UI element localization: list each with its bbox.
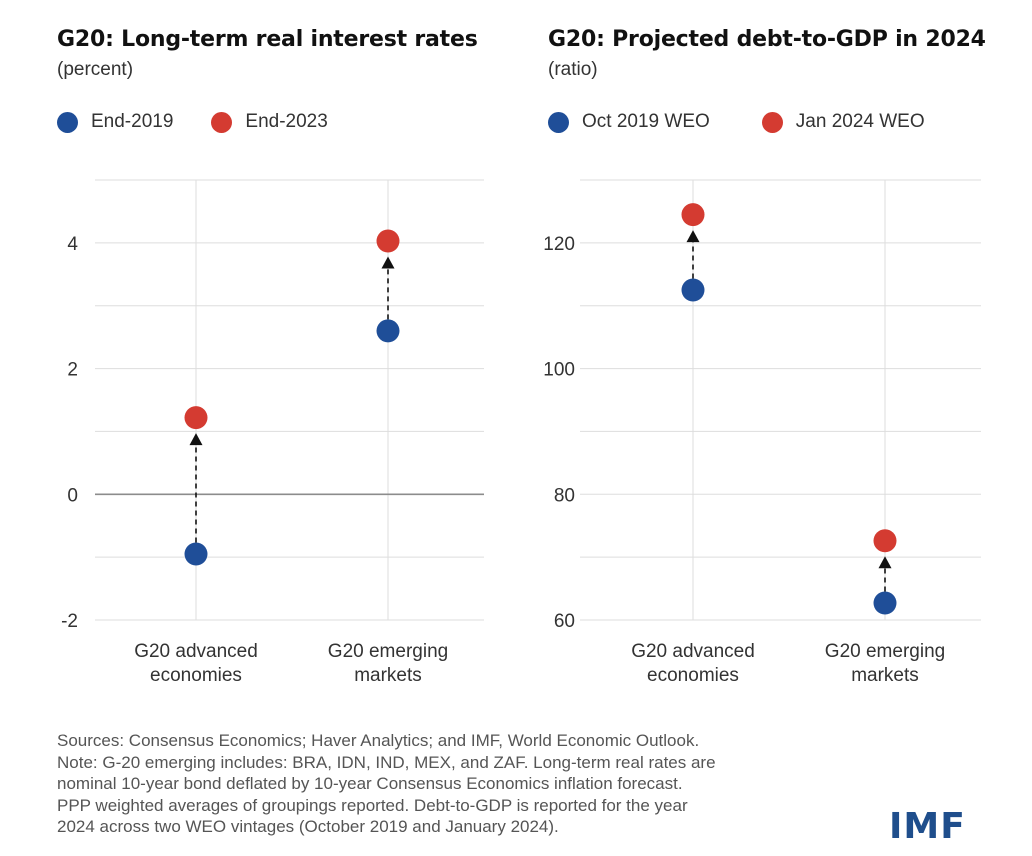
chart-title-debt-to-gdp: G20: Projected debt-to-GDP in 2024 xyxy=(548,27,986,52)
legend-item-oct-2019-weo: Oct 2019 WEO xyxy=(548,111,710,133)
y-tick-label: 0 xyxy=(67,485,78,506)
notes-line: Sources: Consensus Economics; Haver Anal… xyxy=(57,731,700,750)
change-arrow-head xyxy=(878,556,892,569)
change-arrow-head xyxy=(189,433,203,446)
y-tick-label: 80 xyxy=(554,485,575,506)
x-category-label: economies xyxy=(647,665,739,686)
data-point-jan-2024-weo xyxy=(681,203,705,227)
change-arrow-head xyxy=(381,256,395,269)
y-tick-label: 60 xyxy=(554,611,575,632)
notes-line: nominal 10-year bond deflated by 10-year… xyxy=(57,774,683,793)
x-category-label: G20 advanced xyxy=(631,641,755,662)
data-point-jan-2024-weo xyxy=(873,529,897,553)
imf-logo: IMF xyxy=(889,806,966,847)
legend-label: End-2023 xyxy=(245,111,328,132)
legend-marker-red xyxy=(761,111,783,133)
x-category-label: economies xyxy=(150,665,242,686)
chart-title-interest-rates: G20: Long-term real interest rates xyxy=(57,27,478,52)
x-category-label: markets xyxy=(851,665,919,686)
notes-line: Note: G-20 emerging includes: BRA, IDN, … xyxy=(57,752,716,772)
change-arrow-head xyxy=(686,230,700,243)
interest-rates-chart: -2 0 2 4 G20 advanced economies G20 emerging ma… xyxy=(61,179,484,686)
y-tick-label: 2 xyxy=(67,360,78,381)
notes-line: 2024 across two WEO vintages (October 20… xyxy=(57,817,559,836)
data-point-end-2023 xyxy=(376,229,400,253)
legend-label: Jan 2024 WEO xyxy=(795,111,925,132)
legend-marker-blue xyxy=(57,111,78,133)
x-category-label: G20 emerging xyxy=(825,641,945,662)
data-point-end-2019 xyxy=(376,319,400,343)
legend-item-jan-2024-weo: Jan 2024 WEO xyxy=(761,111,925,133)
x-category-label: G20 advanced xyxy=(134,641,258,662)
legend-item-end-2019: End-2019 xyxy=(57,111,173,133)
data-point-oct-2019-weo xyxy=(681,278,705,302)
legend-label: Oct 2019 WEO xyxy=(582,111,710,132)
legend-marker-red xyxy=(211,111,233,133)
legend-debt-to-gdp: Oct 2019 WEO Jan 2024 WEO xyxy=(548,111,963,133)
data-point-end-2023 xyxy=(184,406,208,430)
source-notes: Sources: Consensus Economics; Haver Anal… xyxy=(57,730,877,838)
x-category-label: G20 emerging xyxy=(328,641,448,662)
notes-line: PPP weighted averages of groupings repor… xyxy=(57,795,688,815)
data-point-oct-2019-weo xyxy=(873,591,897,615)
y-tick-label: 120 xyxy=(543,234,575,255)
chart-subtitle-interest-rates: (percent) xyxy=(57,59,134,80)
y-tick-label: 100 xyxy=(543,360,575,381)
data-point-end-2019 xyxy=(184,542,208,566)
legend-item-end-2023: End-2023 xyxy=(211,111,328,133)
y-tick-label: 4 xyxy=(67,234,78,255)
y-tick-label: -2 xyxy=(61,611,78,632)
chart-subtitle-debt-to-gdp: (ratio) xyxy=(548,59,598,80)
x-category-label: markets xyxy=(354,665,422,686)
legend-interest-rates: End-2019 End-2023 xyxy=(57,111,366,133)
debt-to-gdp-chart: 60 80 100 120 G20 advanced economies G20 emerg… xyxy=(543,179,981,686)
legend-label: End-2019 xyxy=(91,111,174,132)
legend-marker-blue xyxy=(548,111,569,133)
